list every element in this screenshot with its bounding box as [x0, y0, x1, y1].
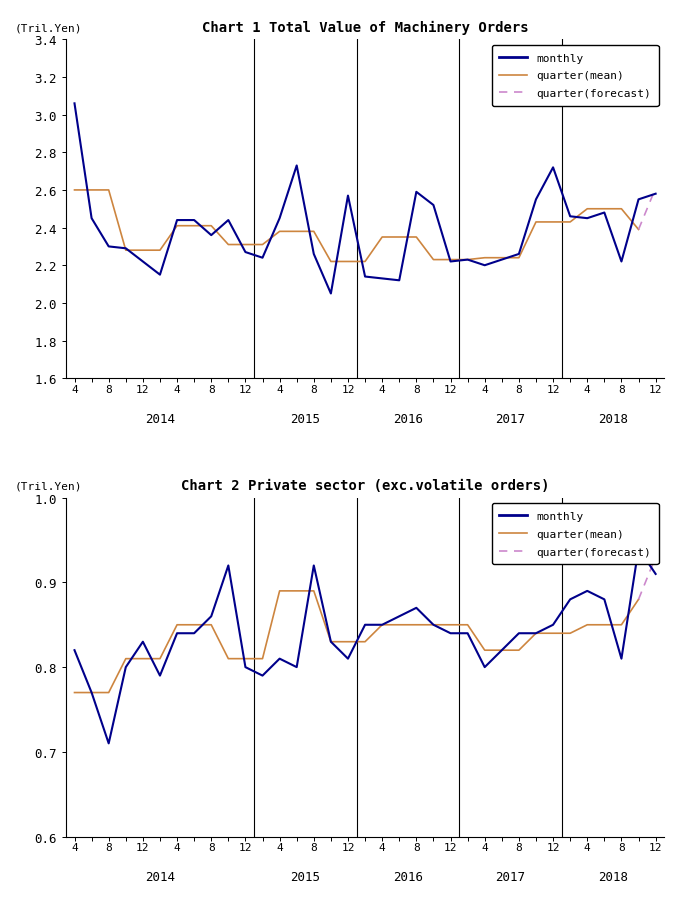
Title: Chart 2 Private sector (exc.volatile orders): Chart 2 Private sector (exc.volatile ord… — [181, 479, 549, 492]
Text: (Tril.Yen): (Tril.Yen) — [15, 482, 83, 492]
Text: 2017: 2017 — [495, 412, 525, 426]
Text: 2016: 2016 — [393, 412, 423, 426]
Legend: monthly, quarter(mean), quarter(forecast): monthly, quarter(mean), quarter(forecast… — [492, 503, 658, 565]
Text: 2015: 2015 — [290, 412, 321, 426]
Text: (Tril.Yen): (Tril.Yen) — [15, 23, 83, 33]
Text: 2015: 2015 — [290, 870, 321, 883]
Text: 2016: 2016 — [393, 870, 423, 883]
Text: 2018: 2018 — [598, 870, 628, 883]
Legend: monthly, quarter(mean), quarter(forecast): monthly, quarter(mean), quarter(forecast… — [492, 46, 658, 106]
Text: 2017: 2017 — [495, 870, 525, 883]
Text: 2018: 2018 — [598, 412, 628, 426]
Text: 2014: 2014 — [145, 412, 175, 426]
Title: Chart 1 Total Value of Machinery Orders: Chart 1 Total Value of Machinery Orders — [202, 21, 528, 35]
Text: 2014: 2014 — [145, 870, 175, 883]
